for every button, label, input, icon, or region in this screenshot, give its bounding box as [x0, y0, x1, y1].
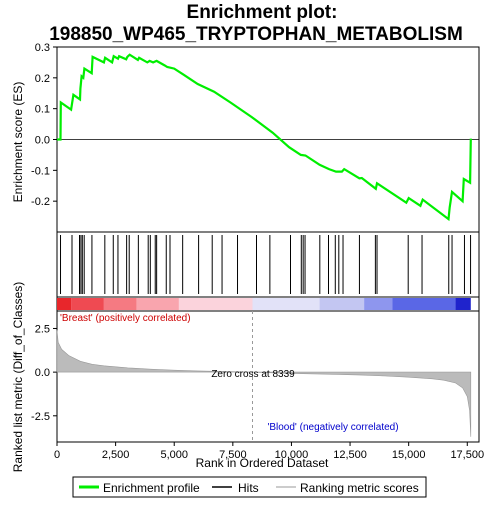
legend-box [72, 476, 427, 498]
es-y-tick-label: 0.1 [35, 104, 50, 116]
legend-label-enrichment: Enrichment profile [103, 481, 200, 495]
rank-y-tick-label: -2.5 [31, 411, 50, 423]
es-y-axis-label: Enrichment score (ES) [11, 82, 25, 203]
rank-y-axis-label: Ranked list metric (Diff_of_Classes) [11, 282, 25, 473]
es-y-tick-label: 0.2 [35, 73, 50, 85]
rank-color-segment [319, 298, 365, 310]
rank-y-tick-label: 0.0 [35, 367, 50, 379]
es-y-tick-label: 0.3 [35, 42, 50, 54]
es-y-tick-label: -0.1 [31, 165, 50, 177]
es-y-tick-label: -0.2 [31, 196, 50, 208]
x-tick-label: 7,500 [219, 449, 247, 461]
x-tick-label: 12,500 [333, 449, 367, 461]
ranking-metric-area [56, 330, 472, 437]
enrichment-profile-line [57, 53, 472, 222]
positive-class-label: 'Breast' (positively correlated) [60, 313, 191, 324]
rank-color-segment [57, 298, 72, 310]
x-tick-label: 17,500 [450, 449, 484, 461]
hits-panel [56, 231, 480, 298]
hits-frame [56, 231, 480, 298]
rank-color-segment [178, 298, 253, 310]
x-tick-label: 10,000 [275, 449, 309, 461]
negative-class-label: 'Blood' (negatively correlated) [267, 422, 398, 433]
rank-color-segment [136, 298, 179, 310]
es-y-tick-label: 0.0 [35, 135, 50, 147]
x-tick-label: 5,000 [160, 449, 188, 461]
legend-label-ranking: Ranking metric scores [300, 481, 419, 495]
x-tick-label: 2,500 [102, 449, 130, 461]
rank-color-segment [252, 298, 320, 310]
legend: Enrichment profile Hits Ranking metric s… [72, 476, 427, 498]
x-axis-label: Rank in Ordered Dataset [196, 456, 329, 470]
rank-panel: -2.5 0.0 2.5 0 2,500 5,000 7,500 10,000 12,500 15… [31, 296, 484, 461]
rank-color-segment [392, 298, 456, 310]
rank-color-segment [455, 298, 471, 310]
x-tick-label: 15,000 [392, 449, 426, 461]
rank-color-segment [103, 298, 137, 310]
rank-y-tick-label: 2.5 [35, 323, 50, 335]
legend-label-hits: Hits [238, 481, 259, 495]
es-panel: -0.2 -0.1 0.0 0.1 0.2 0.3 [31, 42, 480, 233]
rank-color-segment [71, 298, 104, 310]
rank-color-segment [364, 298, 393, 310]
chart-title-line1: Enrichment plot: [187, 2, 338, 23]
x-tick-label: 0 [54, 449, 60, 461]
chart-title-line2: 198850_WP465_TRYPTOPHAN_METABOLISM [49, 24, 463, 45]
zero-cross-label: Zero cross at 8339 [211, 369, 295, 380]
